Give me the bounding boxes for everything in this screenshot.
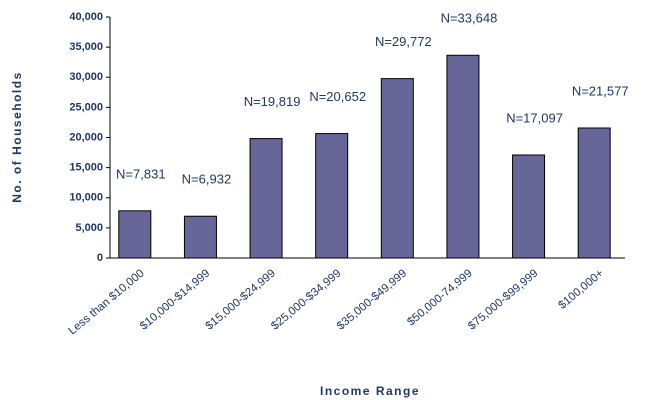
y-tick-label: 5,000 (75, 222, 103, 234)
value-label: N=21,577 (572, 83, 629, 98)
value-label: N=7,831 (116, 166, 166, 181)
y-axis-title: No. of Households (10, 71, 24, 203)
x-tick-label: $25,000-$34,999 (269, 267, 343, 332)
bar (577, 127, 611, 259)
value-label: N=17,097 (506, 110, 563, 125)
y-tick-label: 35,000 (69, 41, 103, 53)
x-tick-label: $35,000-$49,999 (335, 267, 409, 332)
value-label: N=20,652 (309, 89, 366, 104)
bar (249, 138, 283, 259)
y-tick-label: 30,000 (69, 71, 103, 83)
bar (380, 78, 414, 259)
y-tick-label: 40,000 (69, 11, 103, 23)
x-axis-title: Income Range (320, 384, 420, 398)
x-tick-label: $50,000-74,999 (405, 267, 474, 328)
y-tick-label: 20,000 (69, 131, 103, 143)
bar (512, 154, 546, 259)
bar (315, 133, 349, 259)
bar (446, 54, 480, 259)
y-tick-label: 0 (97, 252, 103, 264)
value-label: N=6,932 (182, 172, 232, 187)
value-label: N=29,772 (375, 34, 432, 49)
y-tick-label: 10,000 (69, 192, 103, 204)
bar (118, 210, 152, 259)
x-tick-label: $15,000-$24,999 (204, 267, 278, 332)
bar (183, 215, 217, 259)
y-tick-label: 15,000 (69, 162, 103, 174)
x-tick-label: $10,000-$14,999 (138, 267, 212, 332)
y-tick-label: 25,000 (69, 101, 103, 113)
x-tick-label: $75,000-$99,999 (466, 267, 540, 332)
value-label: N=19,819 (244, 94, 301, 109)
x-tick-label: $100,000+ (556, 267, 606, 312)
x-tick-label: Less than $10,000 (66, 267, 146, 337)
value-label: N=33,648 (441, 11, 498, 26)
